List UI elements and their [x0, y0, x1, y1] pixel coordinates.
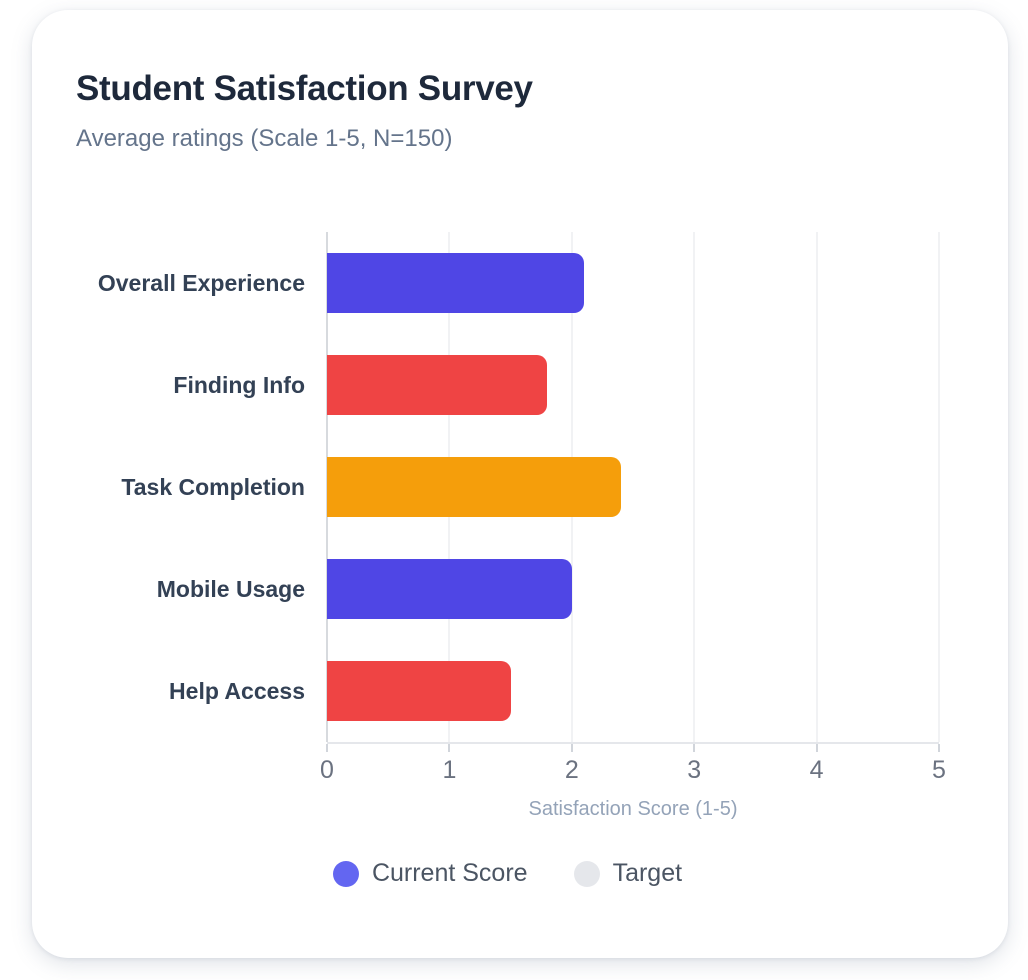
- bar-current-score[interactable]: [327, 253, 585, 313]
- axis-tick-label: 2: [564, 756, 579, 784]
- bar-track: [327, 355, 939, 415]
- page-title: Student Satisfaction Survey: [76, 69, 533, 108]
- legend-swatch: [332, 860, 359, 887]
- bar-track: [327, 253, 939, 313]
- page-subtitle: Average ratings (Scale 1-5, N=150): [76, 125, 453, 152]
- x-axis: 0 1 2 3 4 5: [320, 742, 946, 792]
- axis-tick-label: 0: [320, 756, 334, 784]
- chart-row: Overall Experience: [76, 232, 939, 334]
- axis-tick: [938, 744, 940, 752]
- legend-label: Current Score: [371, 859, 528, 887]
- gridline-5: [938, 232, 940, 742]
- bar-track: [327, 559, 939, 619]
- chart-rows: Overall Experience Finding Info Task Compl…: [76, 232, 939, 742]
- category-label: Help Access: [169, 677, 305, 704]
- axis-tick: [570, 744, 573, 752]
- axis-tick: [448, 744, 451, 752]
- category-label: Finding Info: [173, 371, 305, 398]
- bar-current-score[interactable]: [327, 661, 511, 721]
- bar-track: [327, 661, 939, 721]
- axis-tick-label: 1: [442, 756, 457, 784]
- legend-label: Target: [612, 859, 683, 887]
- category-label: Task Completion: [121, 473, 305, 500]
- bar-current-score[interactable]: [327, 457, 621, 517]
- bar-current-score[interactable]: [327, 559, 572, 619]
- legend-item-current-score[interactable]: Current Score: [332, 859, 528, 888]
- legend-swatch: [573, 860, 600, 887]
- gridline-4: [815, 232, 818, 742]
- chart-row: Task Completion: [76, 436, 939, 538]
- chart-row: Help Access: [76, 640, 939, 742]
- axis-tick: [693, 744, 696, 752]
- legend-item-target[interactable]: Target: [573, 859, 683, 888]
- axis-tick-label: 3: [687, 756, 702, 784]
- gridline-3: [693, 232, 696, 742]
- chart-row: Finding Info: [76, 334, 939, 436]
- plot-area: Overall Experience Finding Info Task Compl…: [76, 232, 940, 742]
- bar-track: [327, 457, 939, 517]
- chart-legend: Current Score Target: [76, 859, 939, 888]
- chart-row: Mobile Usage: [76, 538, 939, 640]
- axis-tick: [815, 744, 818, 752]
- bar-current-score[interactable]: [327, 355, 548, 415]
- bar-chart: Overall Experience Finding Info Task Compl…: [76, 232, 946, 888]
- category-label: Mobile Usage: [156, 575, 305, 602]
- axis-tick-label: 5: [932, 756, 946, 784]
- category-label: Overall Experience: [97, 269, 305, 296]
- axis-tick: [326, 744, 328, 752]
- axis-tick-label: 4: [809, 756, 824, 784]
- chart-card: Student Satisfaction Survey Average rati…: [32, 10, 1008, 958]
- x-axis-title: Satisfaction Score (1-5): [528, 798, 738, 820]
